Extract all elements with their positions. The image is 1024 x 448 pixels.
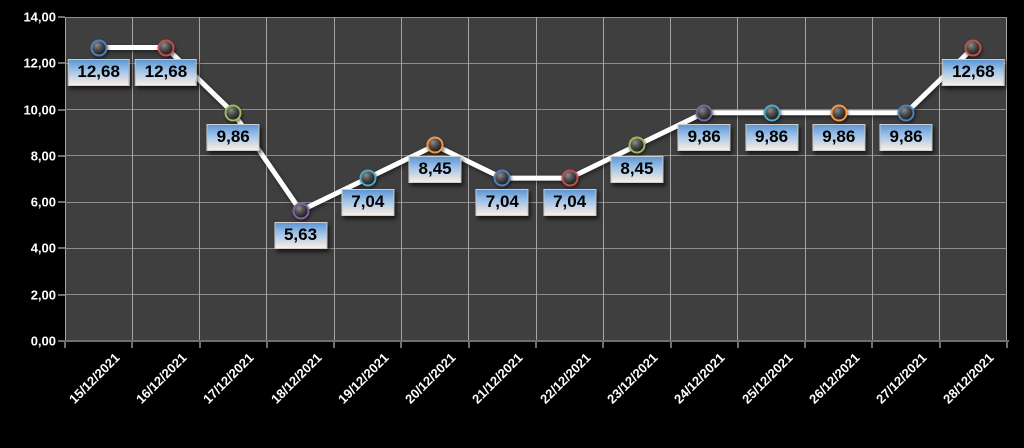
data-point-marker: [292, 202, 309, 220]
data-label: 7,04: [543, 189, 597, 217]
gridline-vertical: [737, 17, 739, 341]
gridline-vertical: [266, 17, 268, 341]
x-axis-label: 26/12/2021: [805, 350, 863, 407]
x-axis-line: [63, 340, 1009, 342]
data-point-marker: [224, 104, 242, 122]
data-label: 9,86: [744, 123, 799, 151]
data-point-marker: [493, 169, 511, 187]
x-axis-label: 21/12/2021: [469, 350, 526, 407]
x-axis-tick-mark: [669, 342, 672, 348]
y-axis-tick-label: 8,00: [30, 148, 56, 164]
data-point-marker: [964, 39, 982, 57]
y-axis-tick-label: 10,00: [23, 102, 56, 118]
data-label: 12,68: [942, 58, 1005, 86]
x-axis-label: 15/12/2021: [65, 350, 123, 407]
gridline-vertical: [602, 17, 604, 341]
x-axis-tick-mark: [131, 342, 134, 348]
data-label: 7,04: [341, 189, 395, 217]
x-axis-label: 17/12/2021: [200, 350, 257, 407]
gridline-vertical: [468, 17, 470, 341]
data-label: 9,86: [812, 123, 866, 151]
x-axis-tick-mark: [64, 342, 66, 348]
y-axis-tick-mark: [58, 340, 65, 342]
x-axis-label: 28/12/2021: [940, 350, 997, 407]
x-axis-tick-mark: [1006, 342, 1008, 348]
y-axis-tick-mark: [58, 201, 65, 204]
data-point-marker: [426, 136, 444, 154]
y-axis-tick-mark: [58, 62, 65, 65]
y-axis-tick-mark: [58, 293, 65, 296]
data-point-marker: [628, 136, 646, 154]
x-axis-tick-mark: [265, 342, 268, 348]
data-label: 7,04: [475, 189, 529, 217]
series-line: [96, 45, 976, 214]
y-axis-tick-label: 6,00: [30, 194, 56, 210]
x-axis-tick-mark: [736, 342, 739, 348]
y-axis-tick-mark: [58, 16, 65, 18]
y-axis-tick-mark: [58, 154, 65, 157]
x-axis-tick-mark: [198, 342, 201, 348]
x-axis-tick-mark: [535, 342, 537, 348]
x-axis-label: 25/12/2021: [738, 350, 796, 407]
x-axis-tick-mark: [333, 342, 336, 348]
x-axis-label: 24/12/2021: [671, 350, 728, 407]
gridline-vertical: [400, 17, 402, 341]
x-axis-tick-mark: [400, 342, 403, 348]
y-axis-tick-label: 12,00: [23, 55, 56, 71]
data-label: 12,68: [67, 58, 130, 86]
y-axis-tick-label: 4,00: [30, 240, 56, 256]
gridline-vertical: [131, 17, 133, 341]
data-point-marker: [90, 39, 108, 57]
data-label: 5,63: [273, 221, 328, 249]
x-axis-tick-mark: [938, 342, 941, 348]
x-axis-tick-mark: [804, 342, 807, 348]
x-axis-tick-mark: [871, 342, 874, 348]
x-axis-tick-mark: [602, 342, 605, 348]
gridline-vertical: [199, 17, 201, 341]
gridline-vertical: [333, 17, 335, 341]
gridline-vertical: [871, 17, 873, 341]
y-axis-tick-label: 2,00: [30, 287, 56, 303]
data-label: 8,45: [408, 156, 462, 184]
gridline-vertical: [670, 17, 672, 341]
y-axis-tick-label: 0,00: [30, 333, 56, 349]
data-label: 9,86: [879, 123, 933, 151]
plot-area: 12,68 12,68 9,86 5,63 7,04 8,45 7,04 7,04 8,45 9,…: [65, 16, 1007, 342]
x-axis-label: 23/12/2021: [603, 350, 661, 407]
gridline-vertical: [804, 17, 806, 341]
x-axis-label: 18/12/2021: [267, 350, 325, 407]
x-axis-label: 20/12/2021: [402, 350, 459, 407]
data-point-marker: [830, 104, 848, 122]
x-axis-tick-mark: [467, 342, 470, 348]
x-axis-label: 22/12/2021: [536, 350, 594, 407]
data-point-marker: [157, 39, 175, 57]
data-point-marker: [897, 104, 915, 122]
data-label: 12,68: [134, 58, 198, 86]
y-axis-tick-mark: [58, 247, 65, 250]
data-label: 8,45: [610, 156, 664, 184]
data-point-marker: [763, 104, 780, 122]
data-point-marker: [561, 169, 579, 187]
data-label: 9,86: [206, 123, 260, 151]
y-axis-tick-mark: [58, 108, 65, 111]
gridline-vertical: [939, 17, 941, 341]
y-axis-tick-label: 14,00: [23, 9, 56, 25]
data-point-marker: [359, 169, 377, 187]
x-axis-label: 27/12/2021: [873, 350, 930, 407]
data-point-marker: [695, 104, 713, 122]
x-axis-label: 19/12/2021: [334, 350, 392, 407]
data-label: 9,86: [677, 123, 731, 151]
x-axis-label: 16/12/2021: [132, 350, 190, 407]
